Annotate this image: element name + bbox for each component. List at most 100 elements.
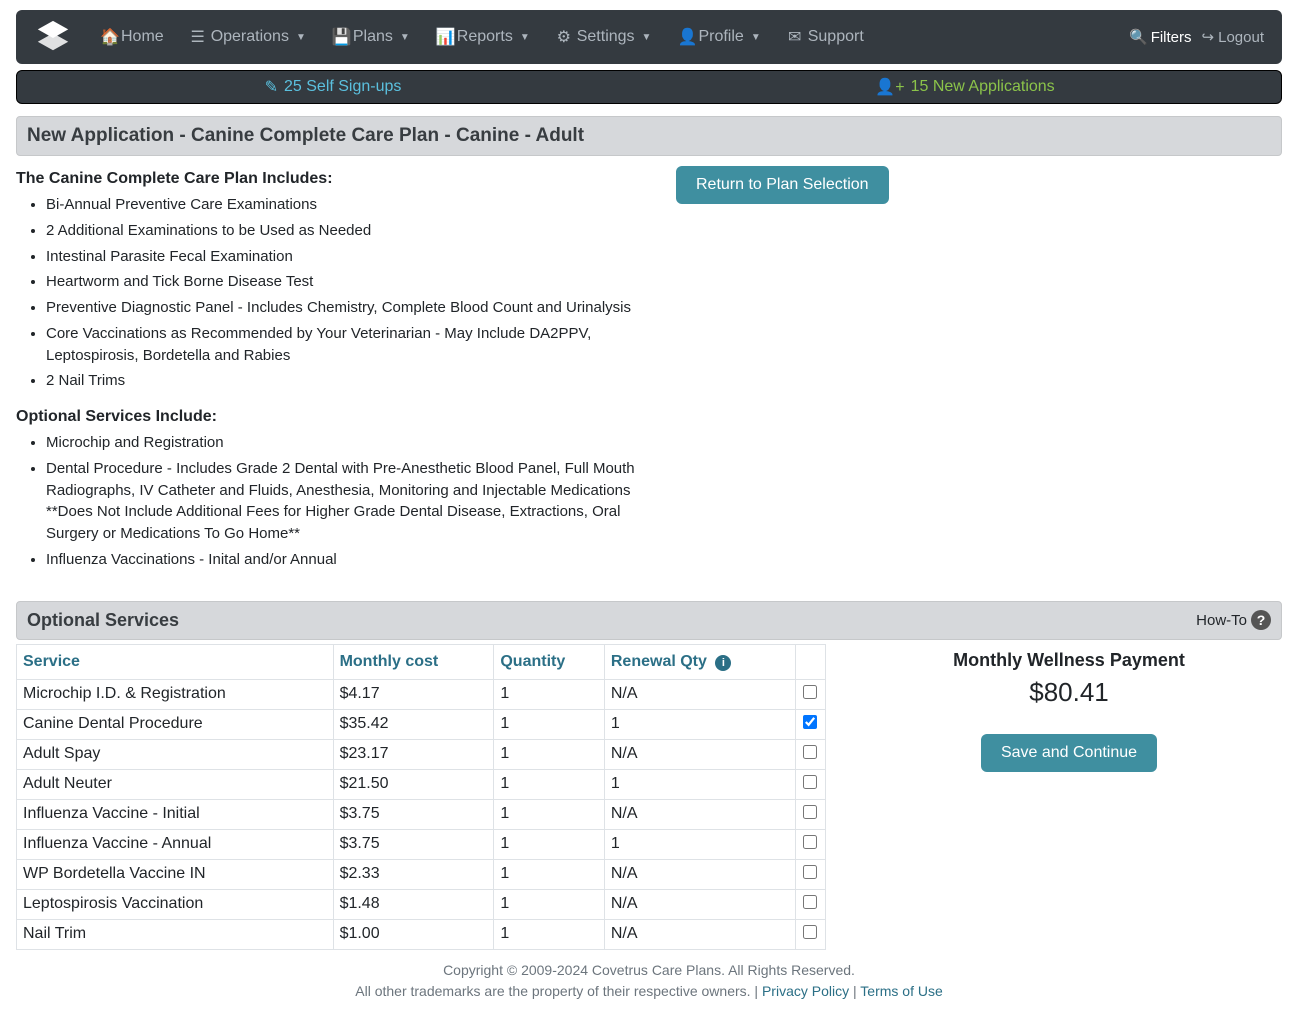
user-plus-icon: 👤+ [875, 77, 904, 97]
save-continue-button[interactable]: Save and Continue [981, 734, 1157, 772]
optional-includes-item: Dental Procedure - Includes Grade 2 Dent… [46, 458, 656, 545]
nav-support[interactable]: ✉ Support [777, 21, 874, 53]
cell-checkbox [795, 829, 825, 859]
save-icon: 💾 [332, 27, 348, 47]
content: The Canine Complete Care Plan Includes: … [16, 166, 1282, 587]
nav-profile[interactable]: 👤 Profile ▼ [667, 21, 770, 53]
col-cost[interactable]: Monthly cost [333, 644, 494, 679]
nav-plans-label: Plans [353, 28, 393, 46]
howto-link[interactable]: How-To ? [1196, 610, 1271, 630]
logout-link[interactable]: ↪ Logout [1202, 28, 1264, 46]
cell-cost: $23.17 [333, 739, 494, 769]
logout-label: Logout [1218, 29, 1264, 46]
cell-qty: 1 [494, 829, 605, 859]
stat-signups[interactable]: ✎ 25 Self Sign-ups [17, 75, 649, 99]
privacy-policy-link[interactable]: Privacy Policy [762, 983, 849, 999]
cell-cost: $3.75 [333, 799, 494, 829]
lower-section: Service Monthly cost Quantity Renewal Qt… [16, 644, 1282, 950]
cell-renewal: N/A [604, 889, 795, 919]
includes-heading: The Canine Complete Care Plan Includes: [16, 170, 656, 188]
cell-qty: 1 [494, 889, 605, 919]
cell-service: Canine Dental Procedure [17, 709, 334, 739]
includes-item: Bi-Annual Preventive Care Examinations [46, 194, 656, 216]
cell-checkbox [795, 859, 825, 889]
includes-item: Preventive Diagnostic Panel - Includes C… [46, 297, 656, 319]
cell-qty: 1 [494, 709, 605, 739]
table-row: WP Bordetella Vaccine IN$2.331N/A [17, 859, 826, 889]
nav-reports[interactable]: 📊 Reports ▼ [426, 21, 540, 53]
navbar: 🏠 Home ☰ Operations ▼ 💾 Plans ▼ 📊 Report… [16, 10, 1282, 64]
nav-settings[interactable]: ⚙ Settings ▼ [546, 21, 662, 53]
cell-cost: $2.33 [333, 859, 494, 889]
cell-renewal: 1 [604, 769, 795, 799]
cell-cost: $4.17 [333, 679, 494, 709]
optional-heading: Optional Services Include: [16, 408, 656, 426]
includes-item: Core Vaccinations as Recommended by Your… [46, 323, 656, 367]
nav-operations-label: Operations [211, 28, 289, 46]
nav-plans[interactable]: 💾 Plans ▼ [322, 21, 420, 53]
table-row: Microchip I.D. & Registration$4.171N/A [17, 679, 826, 709]
service-checkbox[interactable] [803, 925, 817, 939]
service-checkbox[interactable] [803, 745, 817, 759]
service-checkbox[interactable] [803, 805, 817, 819]
service-checkbox[interactable] [803, 685, 817, 699]
table-row: Influenza Vaccine - Annual$3.7511 [17, 829, 826, 859]
cell-cost: $1.00 [333, 919, 494, 949]
services-tbody: Microchip I.D. & Registration$4.171N/ACa… [17, 679, 826, 949]
cell-service: Influenza Vaccine - Annual [17, 829, 334, 859]
service-checkbox[interactable] [803, 715, 817, 729]
stats-bar: ✎ 25 Self Sign-ups 👤+ 15 New Application… [16, 70, 1282, 104]
nav-operations[interactable]: ☰ Operations ▼ [180, 21, 316, 53]
includes-item: Intestinal Parasite Fecal Examination [46, 246, 656, 268]
cell-renewal: N/A [604, 679, 795, 709]
stat-applications[interactable]: 👤+ 15 New Applications [649, 75, 1281, 99]
optional-services-header: Optional Services How-To ? [16, 601, 1282, 640]
col-renewal-label: Renewal Qty [611, 653, 707, 670]
service-checkbox[interactable] [803, 775, 817, 789]
terms-link[interactable]: Terms of Use [860, 983, 942, 999]
optional-includes-item: Microchip and Registration [46, 432, 656, 454]
mail-icon: ✉ [787, 27, 803, 47]
cell-checkbox [795, 679, 825, 709]
cell-cost: $35.42 [333, 709, 494, 739]
cell-renewal: N/A [604, 859, 795, 889]
nav-support-label: Support [808, 28, 864, 46]
service-checkbox[interactable] [803, 895, 817, 909]
cell-checkbox [795, 739, 825, 769]
col-select [795, 644, 825, 679]
nav-settings-label: Settings [577, 28, 635, 46]
col-renewal[interactable]: Renewal Qty i [604, 644, 795, 679]
cell-service: Adult Spay [17, 739, 334, 769]
includes-item: 2 Additional Examinations to be Used as … [46, 220, 656, 242]
footer: Copyright © 2009-2024 Covetrus Care Plan… [0, 960, 1298, 1002]
page-title: New Application - Canine Complete Care P… [16, 116, 1282, 156]
filters-link[interactable]: 🔍 Filters [1129, 28, 1192, 46]
question-icon: ? [1251, 610, 1271, 630]
nav-right: 🔍 Filters ↪ Logout [1129, 28, 1264, 46]
payment-amount: $80.41 [856, 677, 1282, 708]
col-qty[interactable]: Quantity [494, 644, 605, 679]
cell-service: Nail Trim [17, 919, 334, 949]
logout-icon: ↪ [1202, 28, 1215, 46]
col-service[interactable]: Service [17, 644, 334, 679]
cell-service: Leptospirosis Vaccination [17, 889, 334, 919]
cell-service: WP Bordetella Vaccine IN [17, 859, 334, 889]
nav-home[interactable]: 🏠 Home [90, 21, 174, 53]
optional-includes-list: Microchip and Registration Dental Procedu… [46, 432, 656, 571]
list-icon: ☰ [190, 27, 206, 47]
optional-services-title: Optional Services [27, 610, 1196, 631]
nav-items: 🏠 Home ☰ Operations ▼ 💾 Plans ▼ 📊 Report… [90, 21, 1129, 53]
footer-sep: | [853, 983, 860, 999]
includes-item: 2 Nail Trims [46, 370, 656, 392]
gear-icon: ⚙ [556, 27, 572, 47]
plan-description: The Canine Complete Care Plan Includes: … [16, 166, 656, 587]
chevron-down-icon: ▼ [751, 32, 761, 43]
nav-home-label: Home [121, 28, 164, 46]
chevron-down-icon: ▼ [400, 32, 410, 43]
pencil-icon: ✎ [265, 77, 278, 97]
return-to-plan-button[interactable]: Return to Plan Selection [676, 166, 889, 204]
service-checkbox[interactable] [803, 835, 817, 849]
optional-includes-item: Influenza Vaccinations - Inital and/or A… [46, 549, 656, 571]
service-checkbox[interactable] [803, 865, 817, 879]
info-icon[interactable]: i [715, 655, 731, 671]
